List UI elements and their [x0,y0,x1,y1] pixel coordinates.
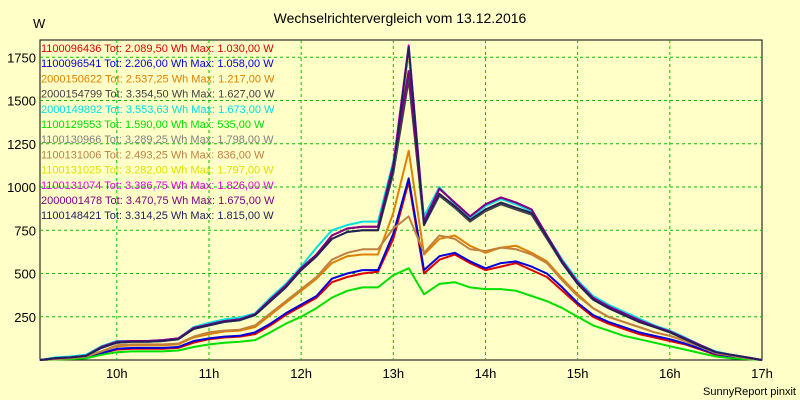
legend-entry: 1100129553 Tot: 1.590,00 Wh Max: 535,00 … [41,119,265,131]
legend-entry: 1100131025 Tot: 3.282,00 Wh Max: 1.797,0… [41,165,274,177]
series-line [39,45,763,361]
legend-entry: 1100148421 Tot: 3.314,25 Wh Max: 1.815,0… [41,210,274,222]
credit-text: SunnyReport pinxit [703,386,796,398]
x-tick-label: 10h [106,366,128,381]
x-tick-label: 13h [382,366,404,381]
series-line [39,267,763,361]
legend-entry: 1100096436 Tot: 2.089,50 Wh Max: 1.030,0… [41,43,274,55]
legend-entry: 1100096541 Tot: 2.206,00 Wh Max: 1.058,0… [41,58,274,70]
x-tick-label: 15h [567,366,589,381]
x-tick-label: 17h [751,366,773,381]
series-line [39,215,763,361]
x-tick-label: 14h [475,366,497,381]
y-tick-label: 1250 [7,137,36,152]
legend-entry: 1100131006 Tot: 2.493,25 Wh Max: 836,00 … [41,149,265,161]
legend-entry: 1100130966 Tot: 3.289,25 Wh Max: 1.798,0… [41,134,274,146]
chart-title: Wechselrichtervergleich vom 13.12.2016 [273,10,527,26]
legend-entry: 2000001478 Tot: 3.470,75 Wh Max: 1.675,0… [41,195,275,207]
legend-entry: 2000149892 Tot: 3.553,63 Wh Max: 1.673,0… [41,104,275,116]
x-tick-label: 11h [199,366,220,381]
y-tick-label: 250 [14,310,36,325]
series-line [39,177,763,361]
y-tick-label: 500 [14,267,36,282]
y-tick-label: 1500 [7,94,36,109]
legend-entry: 2000150622 Tot: 2.537,25 Wh Max: 1.217,0… [41,73,275,85]
y-tick-label: 750 [14,223,36,238]
y-tick-label: 1000 [7,180,36,195]
plot-area [39,39,763,361]
legend-entry: 1100131074 Tot: 3.386,75 Wh Max: 1.826,0… [41,180,274,192]
legend-entry: 2000154799 Tot: 3.354,50 Wh Max: 1.627,0… [41,89,275,101]
y-axis-unit: W [33,16,46,31]
x-tick-label: 12h [290,366,312,381]
y-tick-label: 1750 [7,50,36,65]
x-tick-label: 16h [659,366,681,381]
